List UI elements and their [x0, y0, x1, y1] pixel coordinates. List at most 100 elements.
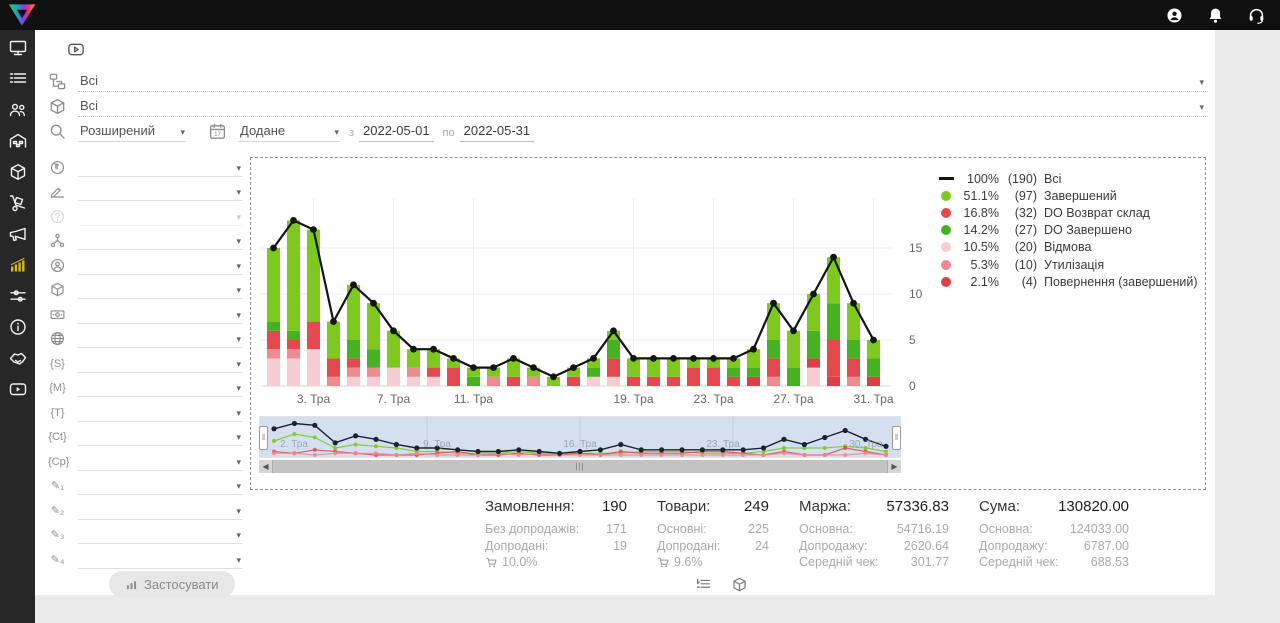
sidebar-item-marketing[interactable] [8, 224, 28, 244]
payment-icon [48, 306, 67, 323]
date-to-input[interactable]: 2022-05-31 [459, 123, 535, 142]
legend-label: DO Возврат склад [1044, 205, 1150, 220]
legend-count: (10) [1014, 257, 1037, 272]
scroll-left-arrow[interactable]: ◀ [262, 462, 269, 471]
main-chart[interactable] [259, 164, 899, 414]
product-icon [51, 282, 64, 297]
marketing-icon [9, 227, 26, 242]
legend-item[interactable]: 10.5% (20) Відмова [937, 239, 1198, 256]
utm-campaign-icon: {Cp} [48, 455, 70, 468]
sidebar-item-products[interactable] [8, 162, 28, 182]
chart-navigator[interactable]: 2. Тра 9. Тра 16. Тра 23. Тра 30. Тра ‖ ‖ [259, 416, 901, 458]
filter-utm-medium-select[interactable]: {M} ▾ [48, 373, 243, 397]
date-field-select[interactable]: Додане ▾ [238, 123, 340, 142]
date-from-input[interactable]: 2022-05-01 [359, 123, 434, 142]
apply-button[interactable]: Застосувати [109, 571, 235, 597]
sidebar-item-clients[interactable] [8, 100, 28, 120]
filter-custom-field-2-select[interactable]: ✎₂ ▾ [48, 495, 243, 520]
filter-unknown-select[interactable]: ▾ [48, 201, 243, 226]
stat-sub-row: Допродані: 19 [485, 538, 627, 553]
stat-upsell-rate: 9.6% [657, 555, 769, 569]
stat-value: 57336.83 [886, 498, 949, 515]
legend-dot-swatch [941, 225, 951, 236]
country-icon [50, 160, 65, 174]
filter-status-notes-select[interactable]: ▾ [48, 177, 243, 201]
sidebar-item-orders[interactable] [8, 69, 28, 89]
filter-utm-campaign-select[interactable]: {Cp} ▾ [48, 446, 243, 471]
stat-title: Товари: [657, 498, 711, 515]
navigator-right-handle[interactable]: ‖ [892, 426, 901, 450]
legend-item[interactable]: 16.8% (32) DO Возврат склад [937, 204, 1198, 221]
filter-website-select[interactable]: ▾ [48, 324, 243, 348]
filter-custom-field-4-select[interactable]: ✎₄ ▾ [48, 544, 243, 569]
notifications-icon[interactable] [1206, 6, 1225, 25]
chevron-down-icon: ▾ [1199, 77, 1204, 87]
legend-item[interactable]: 100% (190) Всі [937, 170, 1198, 187]
y-tick-label: 10 [909, 287, 923, 301]
legend-label: Повернення (завершений) [1044, 274, 1198, 289]
navigator-left-handle[interactable]: ‖ [259, 426, 268, 450]
products-cube-icon[interactable] [731, 576, 748, 593]
sidebar-item-settings[interactable] [8, 286, 28, 306]
legend-item[interactable]: 51.1% (97) Завершений [937, 187, 1198, 204]
chevron-down-icon: ▾ [236, 236, 241, 246]
group-by-select[interactable]: Всі ▾ [78, 73, 1208, 92]
legend-item[interactable]: 14.2% (27) DO Завершено [937, 222, 1198, 239]
sidebar [0, 30, 35, 623]
legend-percent: 2.1% [970, 274, 1000, 289]
sidebar-item-dashboard[interactable] [8, 38, 28, 58]
filter-custom-field-3-select[interactable]: ✎₃ ▾ [48, 520, 243, 544]
legend-percent: 14.2% [963, 223, 999, 238]
topbar-icons [1165, 6, 1266, 25]
sidebar-item-statistics[interactable] [8, 255, 28, 275]
users-icon [9, 103, 25, 117]
legend-count: (32) [1014, 205, 1037, 220]
custom-field-1-icon: ✎₁ [51, 480, 64, 492]
legend-item[interactable]: 5.3% (10) Утилізація [937, 256, 1198, 273]
filter-utm-content-select[interactable]: {Ct} ▾ [48, 422, 243, 446]
filter-country-select[interactable]: ▾ [48, 152, 243, 177]
scrollbar-thumb[interactable]: ||| [272, 460, 888, 473]
user-icon[interactable] [1165, 6, 1184, 25]
stat-sub-row: Допродажу: 2620.64 [799, 538, 949, 553]
filter-manager-select[interactable]: ▾ [48, 250, 243, 275]
filter-utm-term-select[interactable]: {T} ▾ [48, 397, 243, 422]
navigator-label: 30. Тра [849, 439, 883, 450]
filter-utm-source-select[interactable]: {S} ▾ [48, 348, 243, 373]
sidebar-item-delivery[interactable] [8, 193, 28, 213]
filter-structure-select[interactable]: ▾ [48, 226, 243, 250]
country-icon [48, 159, 67, 176]
filter-product-select[interactable]: ▾ [48, 275, 243, 299]
scroll-right-arrow[interactable]: ▶ [891, 462, 898, 471]
logo-icon [8, 4, 36, 26]
sidebar-item-info[interactable] [8, 317, 28, 337]
x-tick-label: 31. Тра [853, 392, 894, 406]
legend-label: Утилізація [1044, 257, 1105, 272]
stats-row: Замовлення: 190 Без допродажів: 171 Допродан… [485, 498, 1129, 571]
unknown-icon [48, 208, 67, 225]
product-select[interactable]: Всі ▾ [78, 98, 1208, 117]
stat-value: 190 [601, 498, 627, 515]
chart-legend: 100% (190) Всі 51.1% (97) Завершений 16.… [937, 170, 1198, 290]
filter-custom-field-1-select[interactable]: ✎₁ ▾ [48, 471, 243, 495]
sidebar-item-warehouse[interactable] [8, 131, 28, 151]
sidebar-item-video[interactable] [8, 379, 28, 399]
x-tick-label: 19. Тра [613, 392, 654, 406]
legend-item[interactable]: 2.1% (4) Повернення (завершений) [937, 273, 1198, 290]
calendar-icon: 17 [208, 122, 227, 141]
video-tutorial-button[interactable] [63, 40, 89, 59]
x-tick-label: 23. Тра [693, 392, 734, 406]
search-mode-select[interactable]: Розширений ▾ [78, 123, 186, 142]
package-icon [48, 97, 67, 116]
chart-scrollbar[interactable]: ◀ ||| ▶ [259, 460, 901, 473]
filter-payment-select[interactable]: ▾ [48, 299, 243, 324]
date-from-label: з [349, 127, 355, 139]
search-icon [50, 124, 65, 139]
notifications-icon [1209, 8, 1222, 23]
app-logo[interactable] [7, 2, 37, 28]
legend-count: (20) [1014, 240, 1037, 255]
chevron-down-icon: ▾ [236, 211, 241, 222]
summary-list-icon[interactable] [695, 576, 712, 593]
support-icon[interactable] [1247, 6, 1266, 25]
sidebar-item-partners[interactable] [8, 348, 28, 368]
